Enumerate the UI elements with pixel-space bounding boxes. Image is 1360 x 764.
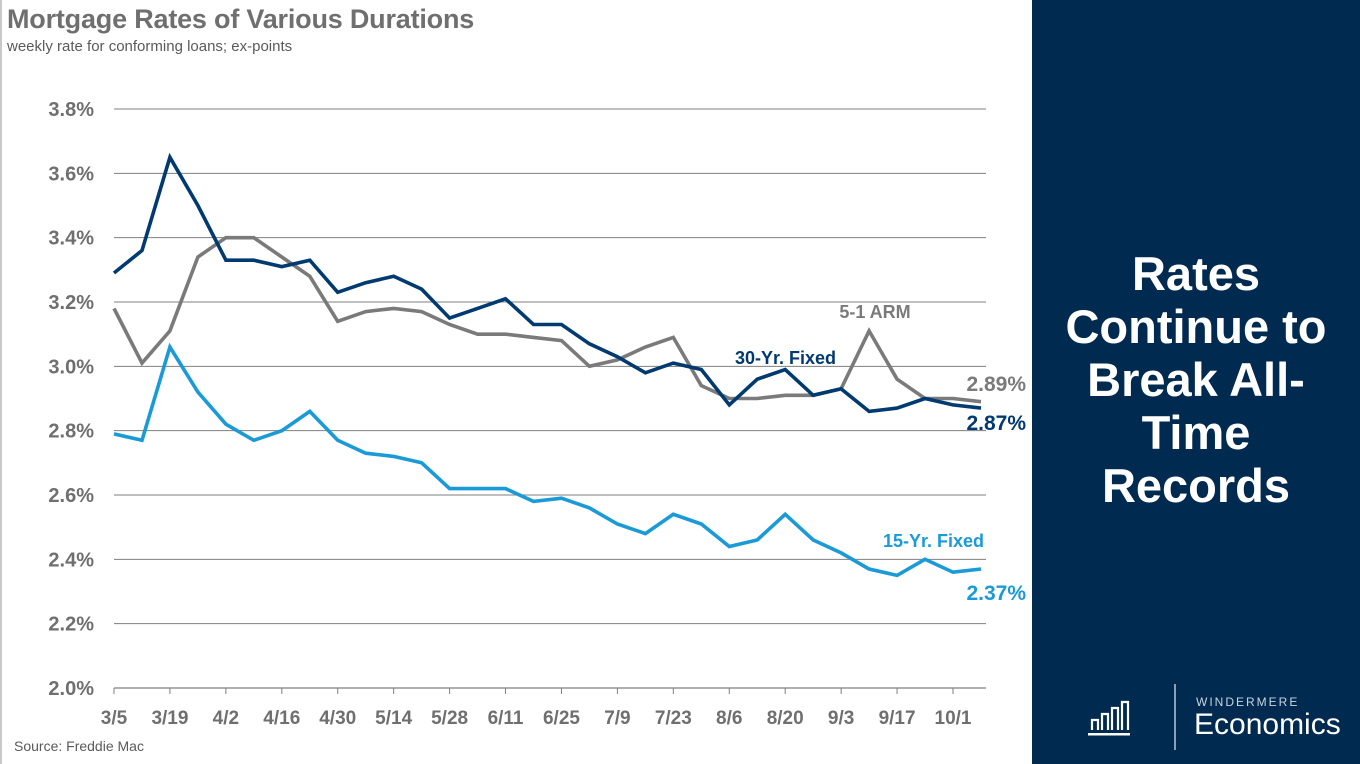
x-tick-label: 9/17 <box>879 708 916 729</box>
x-tick-label: 6/25 <box>543 708 580 729</box>
y-tick-label: 2.4% <box>48 549 94 571</box>
y-tick-label: 3.6% <box>48 163 94 185</box>
x-axis: 3/5 3/19 4/2 4/16 4/30 5/14 5/28 6/11 6/25 7/9 7/2… <box>101 687 986 729</box>
series-label-30yr: 30-Yr. Fixed <box>735 348 836 368</box>
bar-chart-icon <box>1088 700 1130 736</box>
y-tick-label: 2.2% <box>48 614 94 636</box>
y-tick-label: 2.8% <box>48 421 94 443</box>
x-tick-label: 7/9 <box>604 708 630 729</box>
headline-line: Time <box>1141 406 1251 459</box>
windermere-economics-logo: WINDERMERE Economics <box>1082 682 1352 754</box>
x-tick-label: 4/30 <box>319 708 356 729</box>
headline: Rates Continue to Break All- Time Record… <box>1032 247 1360 512</box>
x-tick-label: 3/19 <box>151 708 188 729</box>
headline-line: Break All- <box>1087 353 1305 406</box>
end-value-arm: 2.89% <box>966 373 1026 396</box>
y-axis-ticks: 2.0% 2.2% 2.4% 2.6% 2.8% 3.0% 3.2% 3.4% 3.6% 3.8% <box>48 99 94 700</box>
x-tick-label: 5/14 <box>375 708 412 729</box>
logo-brand-text: WINDERMERE <box>1196 695 1300 709</box>
end-value-15yr: 2.37% <box>966 582 1026 605</box>
series-lines <box>112 152 982 578</box>
side-panel: Rates Continue to Break All- Time Record… <box>1032 0 1360 764</box>
gridlines <box>114 108 986 625</box>
y-tick-label: 3.8% <box>48 99 94 121</box>
series-label-arm: 5-1 ARM <box>839 302 910 322</box>
end-value-30yr: 2.87% <box>966 412 1026 435</box>
x-tick-label: 6/11 <box>488 708 524 729</box>
chart-subtitle: weekly rate for conforming loans; ex-poi… <box>7 38 293 55</box>
y-tick-label: 3.2% <box>48 292 94 314</box>
series-line-15-yr-fixed <box>113 342 982 578</box>
logo-divider <box>1174 684 1176 750</box>
headline-line: Continue to <box>1065 300 1327 353</box>
x-tick-label: 7/23 <box>655 708 692 729</box>
chart-title: Mortgage Rates of Various Durations <box>7 4 475 34</box>
logo-product-text: Economics <box>1194 708 1341 741</box>
y-tick-label: 3.0% <box>48 356 94 378</box>
headline-line: Rates <box>1131 247 1260 300</box>
series-labels: 30-Yr. Fixed 5-1 ARM 15-Yr. Fixed 2.89% 2.87… <box>735 302 1026 605</box>
series-line-30-yr-fixed <box>112 152 982 414</box>
x-tick-label: 3/5 <box>101 708 128 729</box>
series-label-15yr: 15-Yr. Fixed <box>883 531 984 551</box>
x-tick-label: 8/20 <box>767 708 804 729</box>
y-tick-label: 3.4% <box>48 228 94 250</box>
slide-left-border <box>0 0 2 764</box>
source-note: Source: Freddie Mac <box>14 738 144 754</box>
line-chart: 2.0% 2.2% 2.4% 2.6% 2.8% 3.0% 3.2% 3.4% 3.6% 3.8%… <box>48 99 1026 729</box>
x-tick-label: 4/16 <box>263 708 300 729</box>
x-tick-label: 10/1 <box>935 708 972 729</box>
y-tick-label: 2.0% <box>48 678 94 700</box>
x-tick-label: 9/3 <box>828 708 854 729</box>
x-tick-label: 5/28 <box>431 708 468 729</box>
y-tick-label: 2.6% <box>48 485 94 507</box>
x-tick-label: 8/6 <box>716 708 742 729</box>
x-tick-label: 4/2 <box>213 708 239 729</box>
headline-line: Records <box>1101 459 1291 512</box>
